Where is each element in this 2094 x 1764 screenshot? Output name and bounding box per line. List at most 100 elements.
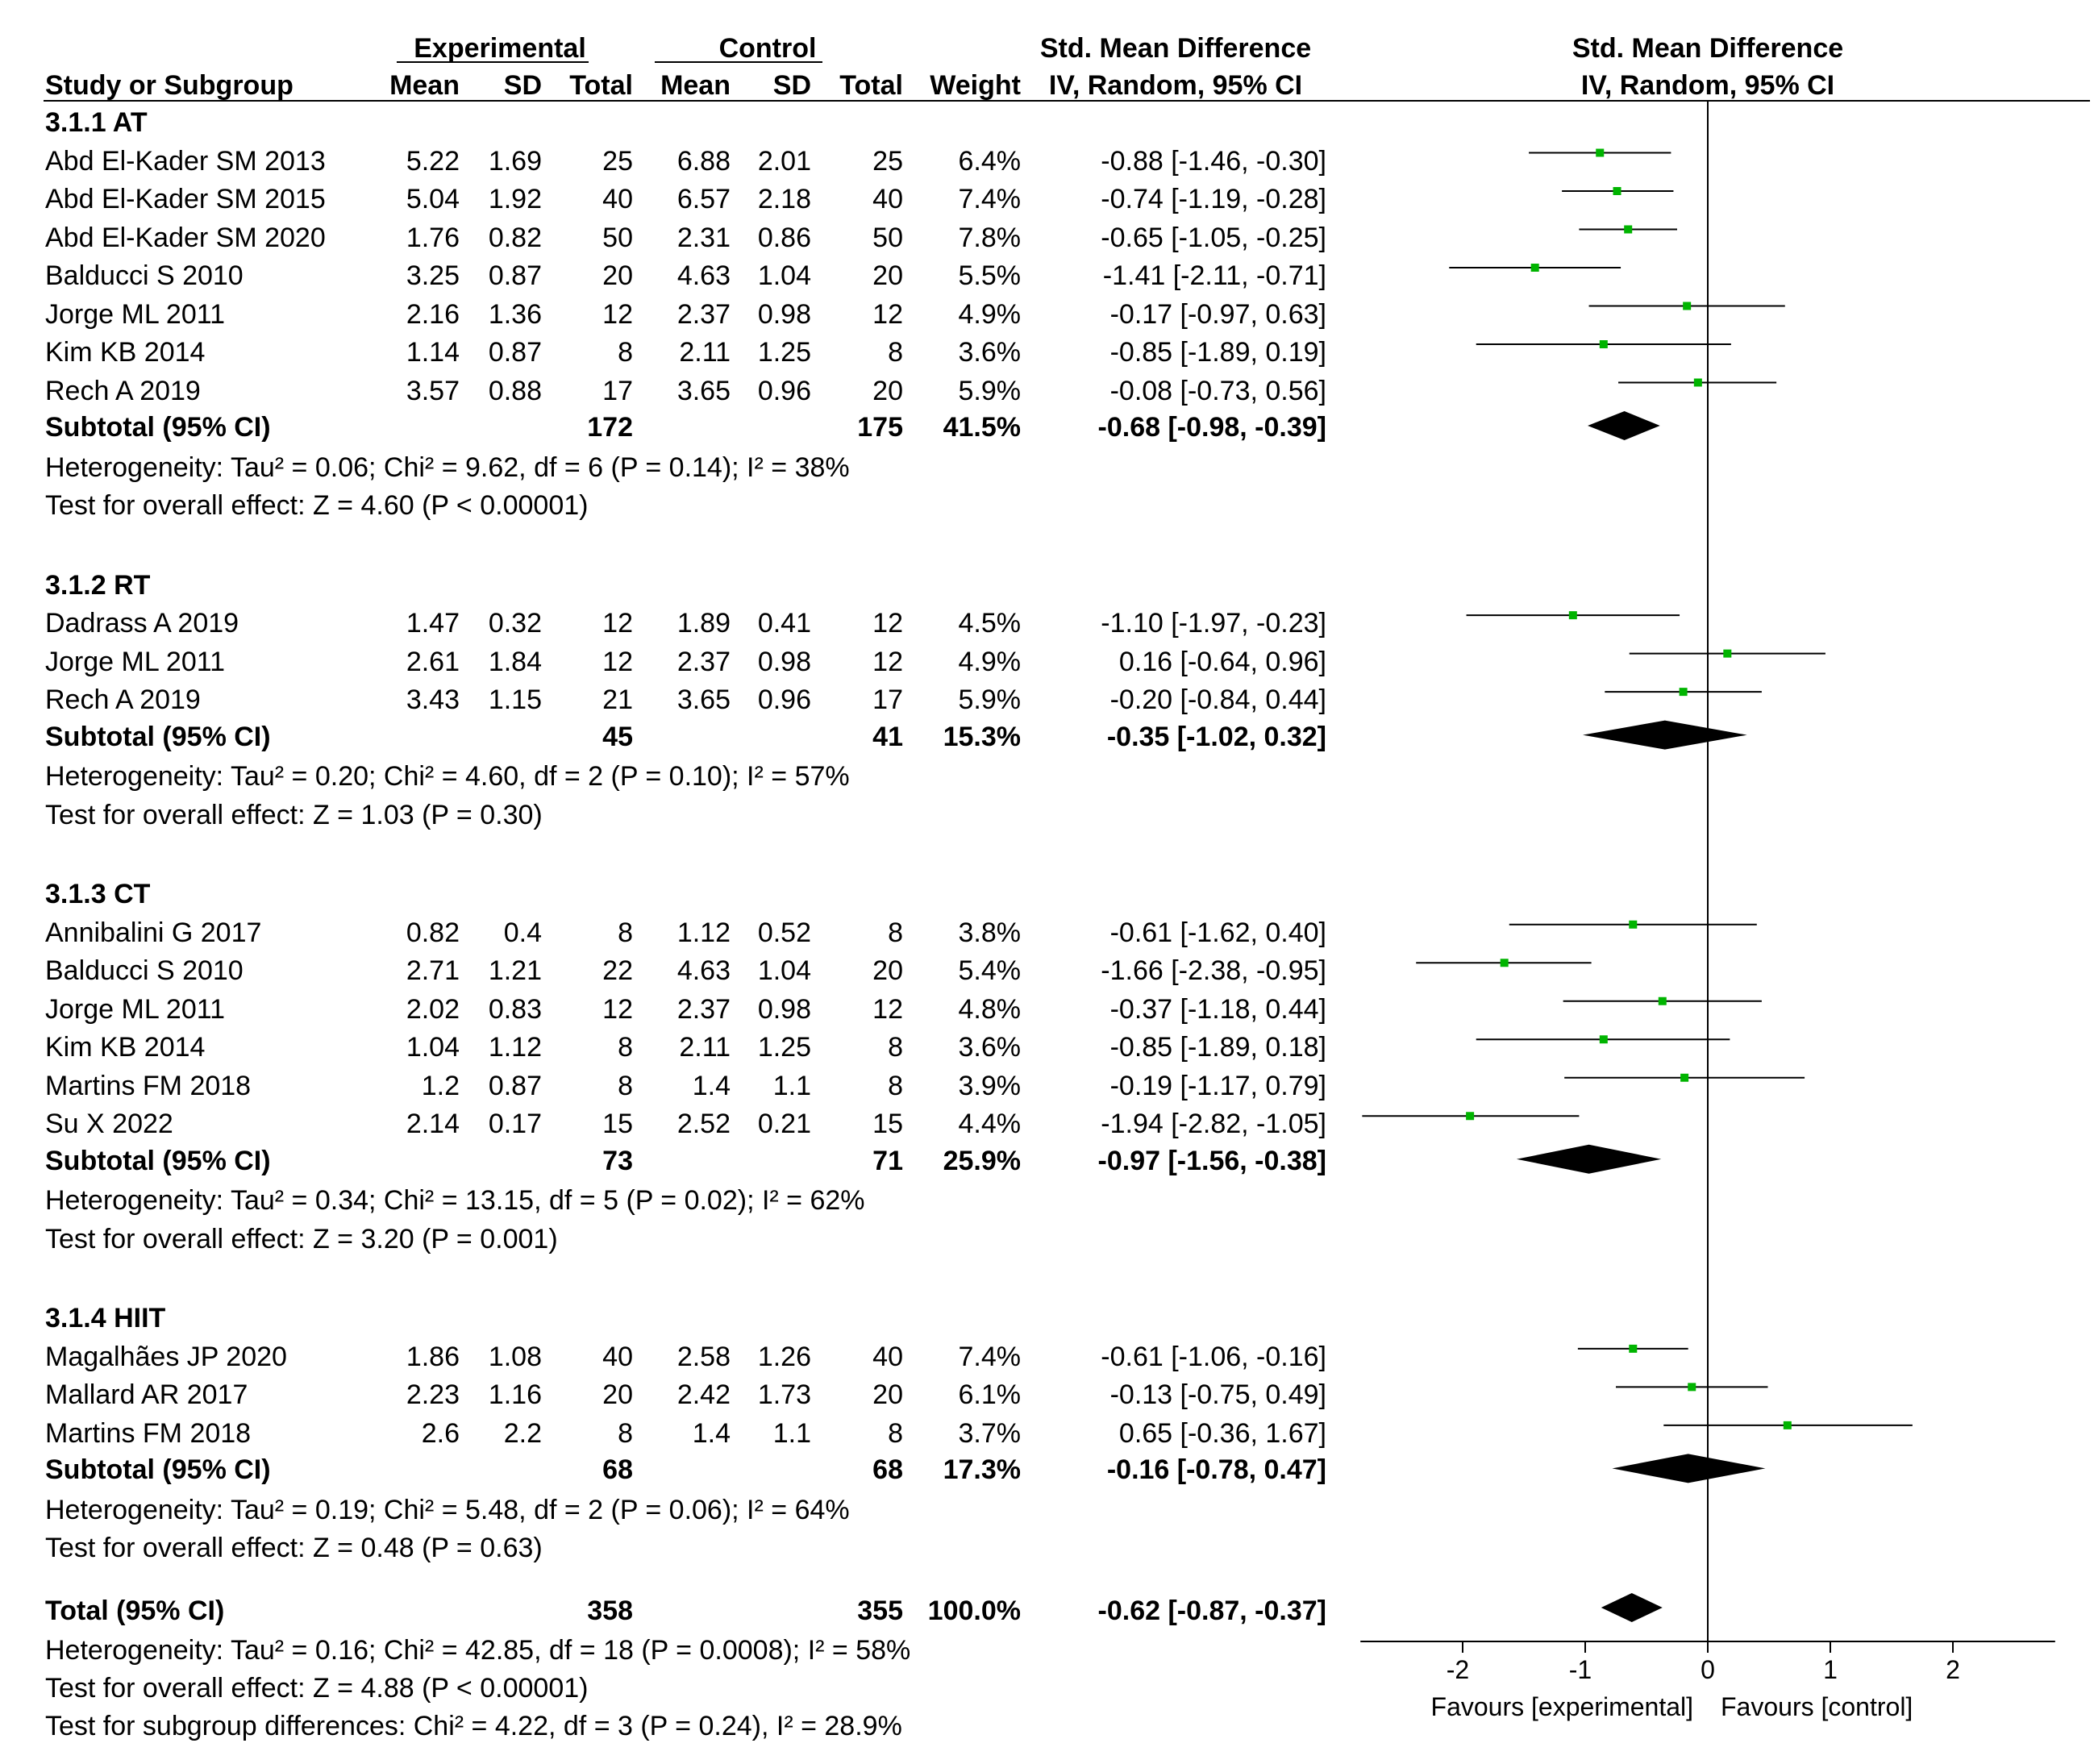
subtotal-weight: 25.9% xyxy=(943,1145,1021,1176)
ci-text: -0.37 [-1.18, 0.44] xyxy=(1109,993,1326,1025)
mean-c: 2.31 xyxy=(676,222,731,253)
subtotal-total-c: 68 xyxy=(872,1454,903,1486)
x-tick-label: -2 xyxy=(1446,1655,1470,1684)
weight: 7.8% xyxy=(958,222,1022,253)
mean-e: 2.14 xyxy=(406,1109,460,1140)
total-e: 20 xyxy=(602,260,633,291)
total-heterogeneity: Heterogeneity: Tau² = 0.16; Chi² = 42.85… xyxy=(45,1635,911,1666)
total-c: 8 xyxy=(888,1417,903,1449)
weight: 7.4% xyxy=(958,184,1022,214)
study-name: Abd El-Kader SM 2013 xyxy=(45,145,326,177)
overall-effect: Test for overall effect: Z = 0.48 (P = 0… xyxy=(45,1533,543,1564)
heterogeneity: Heterogeneity: Tau² = 0.06; Chi² = 9.62,… xyxy=(45,451,850,483)
weight: 6.1% xyxy=(958,1379,1022,1411)
total-c: 12 xyxy=(872,608,903,639)
sd-e: 0.17 xyxy=(488,1109,542,1140)
ci-text: -0.61 [-1.06, -0.16] xyxy=(1101,1341,1326,1372)
subtotal-label: Subtotal (95% CI) xyxy=(45,1454,271,1486)
subtotal-ci-text: -0.35 [-1.02, 0.32] xyxy=(1106,721,1326,752)
total-e: 12 xyxy=(602,608,633,639)
point-estimate xyxy=(1624,225,1633,234)
study-name: Abd El-Kader SM 2020 xyxy=(45,222,326,253)
mean-c: 2.42 xyxy=(676,1379,731,1411)
mean-e: 2.6 xyxy=(421,1417,460,1449)
total-c: 20 xyxy=(872,955,903,987)
heterogeneity: Heterogeneity: Tau² = 0.34; Chi² = 13.15… xyxy=(45,1185,865,1217)
mean-e: 1.14 xyxy=(406,337,460,368)
ci-text: -0.61 [-1.62, 0.40] xyxy=(1109,917,1326,948)
subtotal-weight: 41.5% xyxy=(943,412,1021,443)
total-e: 8 xyxy=(618,1032,633,1063)
mean-c: 3.65 xyxy=(676,375,731,406)
sd-c: 1.73 xyxy=(757,1379,811,1411)
ci-text: -1.41 [-2.11, -0.71] xyxy=(1102,260,1326,291)
x-tick-label: 1 xyxy=(1823,1655,1838,1684)
total-c: 12 xyxy=(872,298,903,330)
ci-text: -0.85 [-1.89, 0.18] xyxy=(1109,1032,1326,1063)
study-name: Dadrass A 2019 xyxy=(45,608,239,639)
weight: 4.9% xyxy=(958,646,1022,677)
subgroup-title: 3.1.3 CT xyxy=(45,879,151,910)
overall-effect: Test for overall effect: Z = 1.03 (P = 0… xyxy=(45,799,543,830)
weight: 6.4% xyxy=(958,145,1022,177)
sd-e: 0.83 xyxy=(488,993,542,1025)
mean-c: 6.88 xyxy=(676,145,731,177)
sd-c: 0.98 xyxy=(757,646,811,677)
total-c: 8 xyxy=(888,917,903,948)
total-total-c: 355 xyxy=(857,1596,903,1626)
favours-experimental: Favours [experimental] xyxy=(1430,1692,1693,1721)
total-e: 12 xyxy=(602,298,633,330)
total-e: 8 xyxy=(618,337,633,368)
subtotal-total-e: 68 xyxy=(602,1454,633,1486)
total-e: 50 xyxy=(602,222,633,253)
study-name: Rech A 2019 xyxy=(45,375,201,406)
mean-c: 2.37 xyxy=(676,298,731,330)
ci-text: -0.08 [-0.73, 0.56] xyxy=(1109,375,1326,406)
point-estimate xyxy=(1683,302,1692,310)
sd-c: 0.52 xyxy=(757,917,811,948)
ci-text: -0.88 [-1.46, -0.30] xyxy=(1101,145,1326,177)
weight: 4.8% xyxy=(958,993,1022,1025)
total-e: 8 xyxy=(618,917,633,948)
study-name: Kim KB 2014 xyxy=(45,1032,206,1063)
study-name: Rech A 2019 xyxy=(45,684,201,716)
sd-c: 0.96 xyxy=(757,684,811,716)
point-estimate xyxy=(1723,649,1732,658)
total-e: 22 xyxy=(602,955,633,987)
sd-c: 2.18 xyxy=(757,184,811,214)
weight: 4.5% xyxy=(958,608,1022,639)
subtotal-diamond xyxy=(1612,1454,1766,1483)
x-tick-label: 2 xyxy=(1946,1655,1960,1684)
point-estimate xyxy=(1658,996,1667,1005)
sd-e: 1.69 xyxy=(488,145,542,177)
ci-text: -0.65 [-1.05, -0.25] xyxy=(1101,222,1326,253)
sd-c: 1.25 xyxy=(757,337,811,368)
sd-e: 1.36 xyxy=(488,298,542,330)
point-estimate xyxy=(1629,920,1638,929)
point-estimate xyxy=(1613,187,1621,195)
mean-e: 2.16 xyxy=(406,298,460,330)
total-e: 17 xyxy=(602,375,633,406)
subtotal-total-e: 45 xyxy=(602,721,633,752)
study-name: Jorge ML 2011 xyxy=(45,993,226,1025)
sd-e: 0.4 xyxy=(503,917,542,948)
sd-c: 0.98 xyxy=(757,298,811,330)
total-e: 25 xyxy=(602,145,633,177)
total-e: 8 xyxy=(618,1417,633,1449)
sd-e: 0.87 xyxy=(488,337,542,368)
subgroup-title: 3.1.2 RT xyxy=(45,569,151,601)
mean-c: 6.57 xyxy=(676,184,731,214)
total-overall-effect: Test for overall effect: Z = 4.88 (P < 0… xyxy=(45,1673,589,1704)
point-estimate xyxy=(1599,340,1608,348)
total-e: 20 xyxy=(602,1379,633,1411)
mean-c: 1.4 xyxy=(692,1070,731,1101)
header-method-plot: IV, Random, 95% CI xyxy=(1580,70,1835,101)
header-study: Study or Subgroup xyxy=(45,70,293,101)
ci-text: -1.66 [-2.38, -0.95] xyxy=(1101,955,1326,987)
header-total-e: Total xyxy=(569,70,633,101)
header-mean-c: Mean xyxy=(660,70,731,101)
mean-e: 1.2 xyxy=(421,1070,460,1101)
total-c: 25 xyxy=(872,145,903,177)
mean-e: 1.04 xyxy=(406,1032,460,1063)
